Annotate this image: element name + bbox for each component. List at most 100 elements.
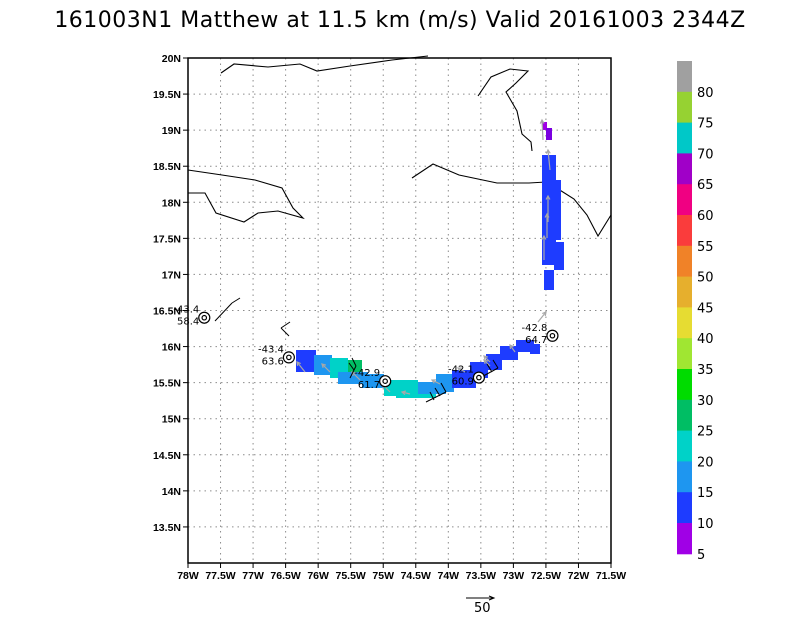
wind-barb-staff — [280, 327, 290, 337]
wind-vector — [401, 391, 411, 395]
colorbar-segment — [677, 307, 692, 339]
storm-center-core — [476, 374, 482, 381]
wind-vector-head — [456, 367, 463, 372]
lon-tick-label: 74W — [438, 570, 460, 582]
colorbar-label: 50 — [697, 271, 714, 286]
lon-tick-label: 73W — [503, 570, 525, 582]
colorbar-label: 45 — [697, 301, 714, 316]
wind-vector — [431, 379, 441, 385]
wind-vector-head — [430, 379, 437, 384]
lat-tick-label: 16N — [162, 342, 181, 354]
wind-barb-staff — [349, 365, 357, 379]
wind-barb-staff — [425, 391, 447, 403]
colorbar-label: 75 — [697, 117, 714, 132]
colorbar-label: 35 — [697, 363, 714, 378]
colorbar-label: 80 — [697, 86, 714, 101]
storm-center-core — [549, 332, 556, 339]
colorbar-label: 25 — [697, 425, 714, 440]
colorbar-label: 55 — [697, 240, 714, 255]
colorbar-segment — [677, 461, 692, 493]
wind-vector — [509, 344, 516, 353]
lat-tick-label: 15.5N — [153, 378, 181, 390]
lat-tick-label: 20N — [162, 53, 181, 65]
wind-vector-head — [483, 355, 489, 361]
colorbar-label: 65 — [697, 178, 714, 193]
wind-barb-flag — [492, 359, 499, 369]
lat-tick-label: 17.5N — [153, 233, 181, 245]
colorbar-label: 15 — [697, 486, 714, 501]
colorbar-segment — [677, 153, 692, 185]
colorbar-segment — [677, 245, 692, 278]
wind-barb-flag — [351, 357, 357, 367]
lon-tick-label: 78W — [177, 570, 199, 582]
wind-barb-flag — [348, 362, 355, 371]
lat-tick-label: 18.5N — [153, 161, 181, 173]
center-value-label: 60.9 — [452, 377, 474, 388]
lat-tick-label: 14.5N — [153, 450, 181, 462]
lon-tick-label: 71.5W — [596, 570, 626, 582]
wind-vector-head — [400, 390, 407, 396]
swath-cell — [338, 372, 368, 384]
center-value-label: 64.7 — [525, 335, 547, 346]
colorbar-segment — [677, 122, 692, 154]
swath-cell — [546, 128, 552, 140]
wind-vector — [457, 367, 466, 373]
lat-tick-label: 15N — [162, 414, 181, 426]
storm-center-marker — [472, 371, 485, 384]
colorbar-segment — [677, 430, 692, 462]
lon-tick-label: 72.5W — [531, 570, 561, 582]
lat-tick-label: 13.5N — [153, 522, 181, 534]
lon-tick-label: 72W — [568, 570, 590, 582]
center-pressure-label: -42.8 — [522, 323, 548, 334]
colorbar-label: 20 — [697, 455, 714, 470]
colorbar-label: 70 — [697, 147, 714, 162]
lon-tick-label: 77.5W — [205, 570, 235, 582]
center-pressure-label: -43.4 — [258, 344, 284, 355]
colorbar-label: 40 — [697, 332, 714, 347]
wind-vector-head — [321, 363, 327, 369]
lon-tick-label: 77W — [242, 570, 264, 582]
center-value-label: 61.7 — [358, 380, 380, 391]
colorbar-segment — [677, 61, 692, 93]
wind-vector-head — [509, 343, 514, 350]
swath-cell — [500, 346, 518, 360]
center-pressure-label: -42.9 — [354, 368, 380, 379]
colorbar-label: 5 — [697, 548, 705, 563]
wind-vector-head — [539, 118, 545, 124]
wind-barb-flag — [440, 382, 447, 393]
storm-center-marker — [379, 375, 392, 388]
wind-vector — [483, 355, 491, 363]
axis-ticks: 20N 19.5N 19N 18.5N 18N 17.5N 17N 16.5N 16N 15.5N… — [153, 53, 626, 582]
colorbar-segment — [677, 523, 692, 555]
wind-vectors — [296, 118, 551, 396]
lat-tick-label: 19N — [162, 125, 181, 137]
coast-jamaica-north — [220, 55, 429, 74]
coastlines — [187, 55, 612, 238]
wind-barb-flag — [280, 321, 291, 329]
lat-tick-label: 18N — [162, 197, 181, 209]
swath-cell — [362, 374, 384, 388]
colorbar-segment — [677, 369, 692, 401]
storm-center-core — [286, 354, 292, 361]
wind-barbs — [214, 297, 499, 403]
storm-center-core — [201, 314, 208, 321]
center-value-label: 63.6 — [262, 356, 284, 367]
wind-vector-head — [483, 359, 489, 365]
swath-cell — [516, 340, 534, 352]
wind-vector — [541, 119, 544, 141]
swath-cell — [296, 350, 316, 372]
wind-barb-flag — [486, 363, 493, 373]
lat-tick-label: 19.5N — [153, 89, 181, 101]
wind-vector-head — [351, 371, 357, 377]
coast-jamaica — [187, 169, 305, 223]
wind-vector — [351, 371, 361, 381]
wind-vector — [483, 359, 491, 367]
colorbar-segment — [677, 184, 692, 216]
wind-vector-head — [545, 148, 551, 154]
colorbar-segment — [677, 338, 692, 370]
swath-cell — [542, 122, 547, 130]
wind-vector — [547, 149, 551, 171]
colorbar-segment — [677, 215, 692, 247]
colorbar-label: 60 — [697, 209, 714, 224]
